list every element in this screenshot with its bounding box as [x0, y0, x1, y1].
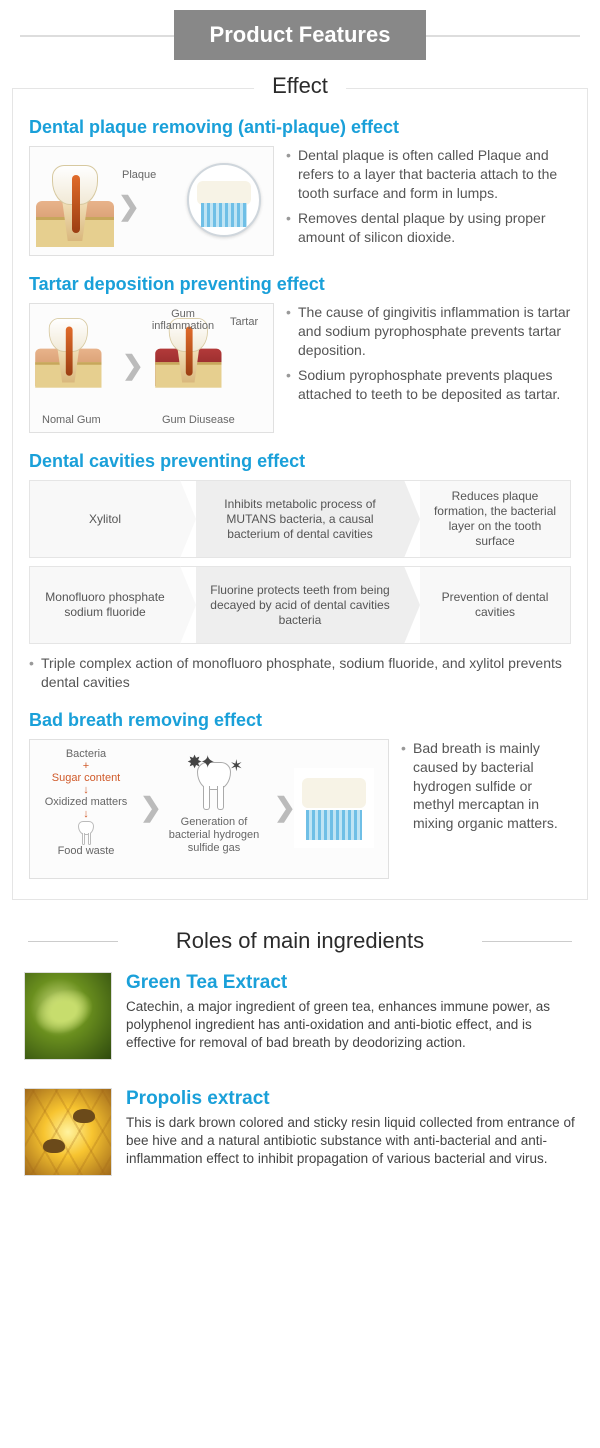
ingredient-propolis: Propolis extract This is dark brown colo…: [0, 1074, 600, 1190]
plaque-row: Plaque ❯ Dental plaque is often called P…: [29, 146, 571, 256]
arrow-down-icon: ↓: [40, 784, 132, 796]
breath-bullet-1: Bad breath is mainly caused by bacterial…: [401, 739, 571, 833]
tartar-title: Tartar deposition preventing effect: [29, 274, 571, 295]
brush-icon: [187, 163, 261, 237]
ingredients-section-title: Roles of main ingredients: [0, 928, 600, 954]
flow2-a: Monofluoro phosphate sodium fluoride: [30, 567, 180, 643]
breath-label-food: Food waste: [40, 845, 132, 857]
effect-section-title: Effect: [254, 73, 346, 99]
greentea-image: [24, 972, 112, 1060]
breath-label-gas: Generation of bacterial hydrogen sulfide…: [164, 816, 264, 856]
flow1-a: Xylitol: [30, 481, 180, 557]
ingredient-greentea: Green Tea Extract Catechin, a major ingr…: [0, 958, 600, 1074]
propolis-title: Propolis extract: [126, 1088, 576, 1110]
tartar-bullet-1: The cause of gingivitis inflammation is …: [286, 303, 571, 360]
greentea-desc: Catechin, a major ingredient of green te…: [126, 998, 576, 1053]
chevron-right-icon: ❯: [122, 350, 144, 381]
breath-label-sugar: Sugar content: [40, 772, 132, 784]
plaque-bullet-2: Removes dental plaque by using proper am…: [286, 209, 571, 247]
breath-label-bacteria: Bacteria: [40, 748, 132, 760]
propolis-image: [24, 1088, 112, 1176]
breath-row: Bacteria + Sugar content ↓ Oxidized matt…: [29, 739, 571, 879]
tartar-label-normal: Nomal Gum: [42, 414, 101, 426]
tartar-label-disease: Gum Diusease: [162, 414, 235, 426]
cavities-footnote: Triple complex action of monofluoro phos…: [29, 654, 571, 692]
greentea-title: Green Tea Extract: [126, 972, 576, 994]
cavities-flow-1: Xylitol Inhibits metabolic process of MU…: [29, 480, 571, 558]
cavities-title: Dental cavities preventing effect: [29, 451, 571, 472]
plaque-title: Dental plaque removing (anti-plaque) eff…: [29, 117, 571, 138]
flow1-c: Reduces plaque formation, the bacterial …: [420, 481, 570, 557]
breath-label-oxidized: Oxidized matters: [40, 796, 132, 808]
arrow-down-icon: ↓: [40, 808, 132, 820]
tartar-illustration: ❯ Gum inflammation Tartar Nomal Gum Gum …: [29, 303, 274, 433]
propolis-desc: This is dark brown colored and sticky re…: [126, 1114, 576, 1169]
tartar-label-inflam: Gum inflammation: [148, 308, 218, 332]
plaque-bullets: Dental plaque is often called Plaque and…: [286, 146, 571, 252]
cavities-flow-2: Monofluoro phosphate sodium fluoride Flu…: [29, 566, 571, 644]
effect-section: Effect Dental plaque removing (anti-plaq…: [12, 88, 588, 900]
breath-title: Bad breath removing effect: [29, 710, 571, 731]
breath-illustration: Bacteria + Sugar content ↓ Oxidized matt…: [29, 739, 389, 879]
plaque-bullet-1: Dental plaque is often called Plaque and…: [286, 146, 571, 203]
flow2-c: Prevention of dental cavities: [420, 567, 570, 643]
tartar-label-tartar: Tartar: [230, 316, 258, 328]
flow1-b: Inhibits metabolic process of MUTANS bac…: [196, 481, 404, 557]
breath-label-plus: +: [40, 760, 132, 772]
plaque-img-label: Plaque: [122, 169, 156, 181]
flow2-b: Fluorine protects teeth from being decay…: [196, 567, 404, 643]
tartar-bullets: The cause of gingivitis inflammation is …: [286, 303, 571, 409]
breath-bullets: Bad breath is mainly caused by bacterial…: [401, 739, 571, 839]
header-title: Product Features: [174, 10, 427, 60]
header-band: Product Features: [0, 0, 600, 70]
tartar-bullet-2: Sodium pyrophosphate prevents plaques at…: [286, 366, 571, 404]
chevron-right-icon: ❯: [140, 792, 162, 823]
plaque-illustration: Plaque ❯: [29, 146, 274, 256]
brush-icon: [294, 768, 374, 848]
chevron-right-icon: ❯: [118, 191, 140, 222]
tartar-row: ❯ Gum inflammation Tartar Nomal Gum Gum …: [29, 303, 571, 433]
chevron-right-icon: ❯: [274, 792, 296, 823]
